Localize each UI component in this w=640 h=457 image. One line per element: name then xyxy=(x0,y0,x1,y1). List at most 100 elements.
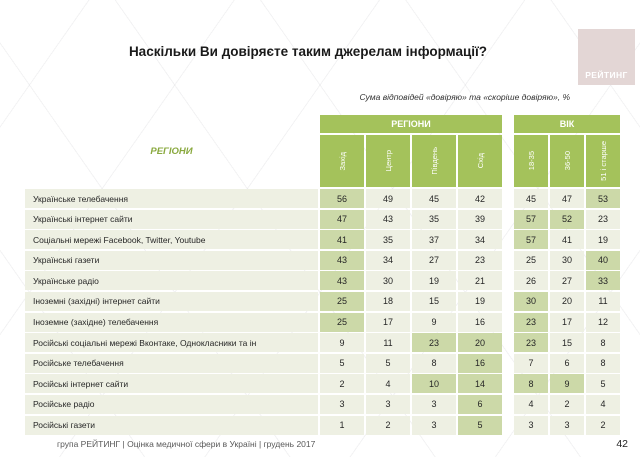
value-cell: 4 xyxy=(586,394,620,414)
value-cell: 23 xyxy=(412,333,456,353)
rating-group-logo: РЕЙТИНГ xyxy=(578,29,635,85)
column-header-51-plus: 51 і старше xyxy=(586,135,620,187)
value-cell: 19 xyxy=(412,271,456,291)
column-header-label: Схід xyxy=(475,153,485,169)
column-header-center: Центр xyxy=(366,135,410,187)
table-row: Російські соціальні мережі Вконтаке, Одн… xyxy=(25,333,622,353)
value-cell: 39 xyxy=(458,209,502,229)
row-label: Іноземні (західні) інтернет сайти xyxy=(25,291,318,311)
value-cell: 26 xyxy=(514,271,548,291)
value-cell: 30 xyxy=(366,271,410,291)
value-cell: 9 xyxy=(412,312,456,332)
value-cell: 4 xyxy=(366,374,410,394)
value-cell: 2 xyxy=(320,374,364,394)
value-cell: 12 xyxy=(586,312,620,332)
value-cell: 42 xyxy=(458,189,502,208)
value-cell: 23 xyxy=(514,312,548,332)
value-cell: 6 xyxy=(458,394,502,414)
row-label: Російські інтернет сайти xyxy=(25,374,318,394)
row-label: Російські газети xyxy=(25,415,318,435)
value-cell: 45 xyxy=(412,189,456,208)
column-gap-spacer xyxy=(504,354,514,373)
value-cell: 23 xyxy=(586,209,620,229)
value-cell: 8 xyxy=(514,374,548,394)
footer-text: група РЕЙТИНГ | Оцінка медичної сфери в … xyxy=(57,439,316,449)
value-cell: 8 xyxy=(586,333,620,353)
value-cell: 11 xyxy=(366,333,410,353)
column-header-west: Захід xyxy=(320,135,364,187)
value-cell: 19 xyxy=(586,230,620,250)
column-gap-spacer xyxy=(504,333,514,352)
data-table: РЕГІОНИ РЕГІОНИ Захід Центр Південь Схід… xyxy=(25,115,622,436)
value-cell: 27 xyxy=(550,271,584,291)
value-cell: 25 xyxy=(320,291,364,311)
column-gap-spacer xyxy=(504,313,514,332)
row-label: Українське телебачення xyxy=(25,189,318,208)
column-header-label: 51 і старше xyxy=(598,141,608,181)
column-gap-spacer xyxy=(504,251,514,270)
value-cell: 20 xyxy=(458,333,502,353)
value-cell: 35 xyxy=(412,209,456,229)
row-label: Російське телебачення xyxy=(25,353,318,373)
value-cell: 2 xyxy=(366,415,410,435)
value-cell: 18 xyxy=(366,291,410,311)
value-cell: 41 xyxy=(550,230,584,250)
table-row: Іноземне (західне) телебачення 25 17 9 16 23 1… xyxy=(25,312,622,332)
column-gap-spacer xyxy=(504,230,514,249)
column-gap-spacer xyxy=(504,374,514,393)
value-cell: 47 xyxy=(550,189,584,208)
table-row: Українське радіо 43 30 19 21 26 27 33 xyxy=(25,271,622,291)
table-row: Українські газети 43 34 27 23 25 30 40 xyxy=(25,250,622,270)
value-cell: 17 xyxy=(550,312,584,332)
table-row: Російське радіо 3 3 3 6 4 2 4 xyxy=(25,394,622,414)
age-columns: 18-35 36-50 51 і старше xyxy=(514,135,620,187)
value-cell: 6 xyxy=(550,353,584,373)
value-cell: 43 xyxy=(320,250,364,270)
page-number: 42 xyxy=(616,438,628,450)
value-cell: 15 xyxy=(550,333,584,353)
value-cell: 47 xyxy=(320,209,364,229)
value-cell: 35 xyxy=(366,230,410,250)
column-header-label: 36-50 xyxy=(562,151,572,171)
value-cell: 3 xyxy=(514,415,548,435)
value-cell: 34 xyxy=(366,250,410,270)
value-cell: 8 xyxy=(586,353,620,373)
value-cell: 3 xyxy=(412,415,456,435)
value-cell: 9 xyxy=(550,374,584,394)
value-cell: 7 xyxy=(514,353,548,373)
value-cell: 16 xyxy=(458,312,502,332)
value-cell: 41 xyxy=(320,230,364,250)
value-cell: 45 xyxy=(514,189,548,208)
value-cell: 5 xyxy=(458,415,502,435)
value-cell: 43 xyxy=(366,209,410,229)
value-cell: 20 xyxy=(550,291,584,311)
column-gap-spacer xyxy=(504,292,514,311)
table-row: Російське телебачення 5 5 8 16 7 6 8 xyxy=(25,353,622,373)
value-cell: 25 xyxy=(514,250,548,270)
column-gap-spacer xyxy=(504,416,514,435)
column-gap-spacer xyxy=(504,210,514,229)
value-cell: 43 xyxy=(320,271,364,291)
age-column-group: ВІК 18-35 36-50 51 і старше xyxy=(514,115,620,187)
value-cell: 21 xyxy=(458,271,502,291)
value-cell: 33 xyxy=(586,271,620,291)
regions-column-group: РЕГІОНИ Захід Центр Південь Схід xyxy=(320,115,502,187)
table-row: Соціальні мережі Facebook, Twitter, Yout… xyxy=(25,230,622,250)
value-cell: 15 xyxy=(412,291,456,311)
table-body: Українське телебачення 56 49 45 42 45 47 53 Укра… xyxy=(25,189,622,435)
regions-group-label: РЕГІОНИ xyxy=(320,115,502,133)
value-cell: 57 xyxy=(514,209,548,229)
value-cell: 56 xyxy=(320,189,364,208)
regions-columns: Захід Центр Південь Схід xyxy=(320,135,502,187)
value-cell: 5 xyxy=(366,353,410,373)
value-cell: 34 xyxy=(458,230,502,250)
column-header-36-50: 36-50 xyxy=(550,135,584,187)
row-label: Українські газети xyxy=(25,250,318,270)
value-cell: 4 xyxy=(514,394,548,414)
rating-logo-label: РЕЙТИНГ xyxy=(585,70,628,80)
column-gap-spacer xyxy=(504,189,514,208)
value-cell: 53 xyxy=(586,189,620,208)
table-header: РЕГІОНИ РЕГІОНИ Захід Центр Південь Схід… xyxy=(25,115,622,187)
value-cell: 52 xyxy=(550,209,584,229)
